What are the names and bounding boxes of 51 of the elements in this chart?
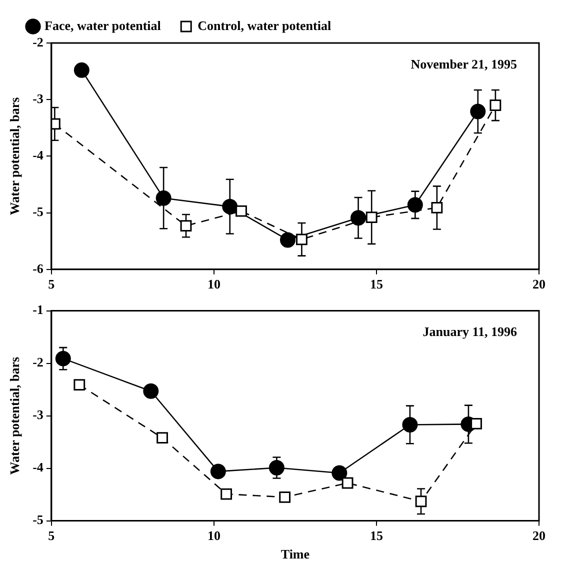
point [350,210,366,226]
point [470,104,486,120]
point [332,465,348,481]
y-axis-title: Water potential, bars [7,97,22,216]
annotation: November 21, 1995 [410,56,518,72]
point [402,416,418,432]
annotation: January 11, 1996 [422,324,518,340]
x-tick-label: 20 [532,276,546,292]
point [280,232,296,248]
x-tick-label: 5 [48,276,56,292]
x-tick-label: 10 [207,528,220,543]
point [415,496,427,508]
point [407,197,423,213]
y-tick-label: -1 [32,302,44,318]
y-tick-label: -6 [32,260,44,276]
point [366,212,378,224]
x-tick-label: 20 [532,528,546,543]
point [490,100,502,111]
x-tick-label: 15 [370,528,384,543]
x-tick-label: 5 [48,528,56,543]
point [431,202,443,214]
y-tick-label: -3 [32,407,44,422]
y-tick-label: -5 [32,512,44,528]
point [156,190,172,206]
point [222,198,238,214]
point [143,383,159,399]
x-tick-label: 15 [370,276,384,292]
y-axis-title: Water potential, bars [7,356,22,475]
point [156,432,168,444]
y-tick-label: -4 [32,148,44,163]
y-tick-label: -5 [32,204,44,220]
y-tick-label: -2 [32,34,44,50]
x-tick-label: 10 [207,276,220,292]
point [279,491,291,503]
y-tick-label: -4 [32,460,44,475]
point [210,464,226,480]
point [74,379,86,391]
x-axis-title: Time [280,546,310,562]
point [470,418,482,430]
legend-label: Face, water potential [44,18,162,33]
legend-label: Control, water potential [198,18,332,33]
point [220,488,232,500]
point [74,62,90,78]
point [296,234,308,246]
point [236,205,247,217]
point [180,220,192,232]
point [55,350,71,366]
point [342,477,354,489]
y-tick-label: -2 [32,354,44,370]
y-tick-label: -3 [32,90,44,106]
point [268,460,284,476]
